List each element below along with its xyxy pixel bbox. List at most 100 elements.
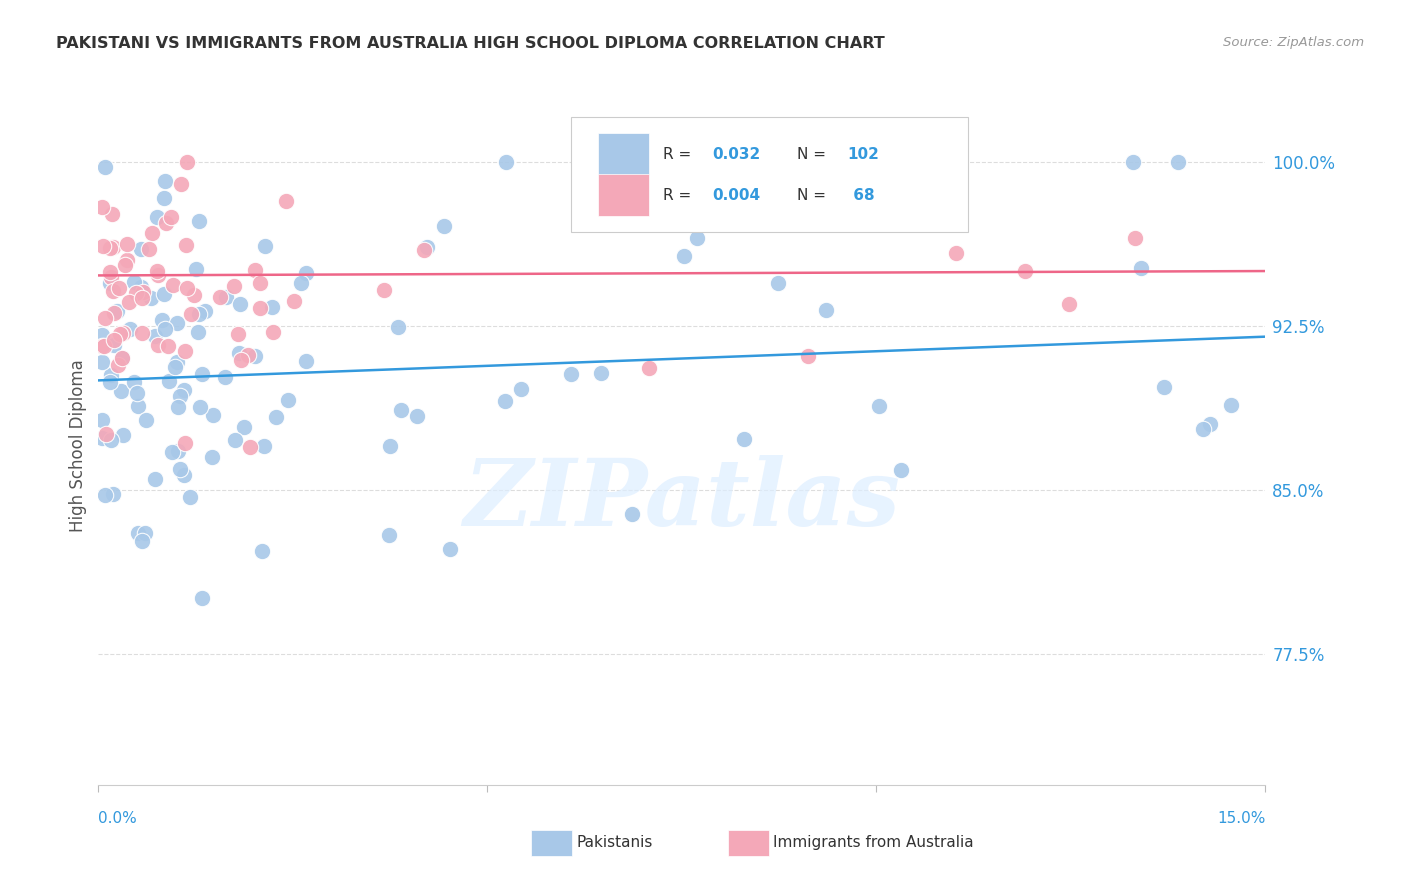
Point [183, 288, 205, 302]
Point [295, 266, 318, 280]
Point [138, 242, 160, 256]
Point [94, 427, 117, 442]
Point [91, 355, 114, 369]
Point [98, 375, 121, 389]
Point [243, 263, 266, 277]
Point [166, 316, 188, 330]
Point [245, 349, 267, 363]
Point [139, 291, 162, 305]
Point [228, 346, 250, 360]
Point [174, 238, 197, 252]
Point [132, 285, 155, 300]
Point [262, 300, 284, 314]
Point [686, 231, 709, 245]
Point [101, 284, 124, 298]
Point [100, 433, 122, 447]
Point [160, 445, 183, 459]
Point [91, 339, 114, 353]
Point [111, 427, 134, 442]
Point [188, 400, 211, 414]
Text: Pakistanis: Pakistanis [576, 836, 652, 850]
Point [224, 433, 246, 447]
Point [863, 211, 886, 226]
Point [1153, 380, 1175, 394]
Point [173, 468, 195, 483]
Text: 0.032: 0.032 [713, 147, 761, 162]
Point [148, 268, 170, 283]
Point [129, 242, 152, 256]
Point [103, 306, 125, 320]
Text: R =: R = [664, 187, 696, 202]
Point [173, 383, 195, 397]
Point [1057, 297, 1080, 311]
Point [191, 591, 214, 606]
Point [117, 252, 139, 267]
Point [111, 351, 134, 365]
Point [416, 240, 439, 254]
Point [169, 462, 191, 476]
Point [103, 333, 125, 347]
Point [93, 488, 115, 502]
Point [433, 219, 456, 233]
Point [157, 339, 180, 353]
Point [683, 179, 706, 194]
Point [167, 400, 190, 414]
Point [378, 439, 401, 453]
Point [155, 216, 177, 230]
Point [1122, 154, 1144, 169]
Text: 15.0%: 15.0% [1218, 811, 1265, 826]
Point [143, 472, 166, 486]
Point [153, 287, 176, 301]
Point [98, 277, 121, 291]
Point [91, 413, 114, 427]
Point [107, 358, 129, 372]
Point [295, 354, 318, 368]
Text: Immigrants from Australia: Immigrants from Australia [773, 836, 974, 850]
Point [1167, 154, 1189, 169]
Point [266, 410, 288, 425]
Point [277, 393, 299, 408]
Point [406, 409, 429, 423]
Point [389, 403, 412, 417]
Point [98, 241, 121, 255]
Text: 102: 102 [848, 147, 880, 162]
Point [118, 322, 141, 336]
Point [194, 303, 217, 318]
Point [184, 262, 207, 277]
Point [153, 174, 176, 188]
Point [146, 211, 169, 225]
Y-axis label: High School Diploma: High School Diploma [69, 359, 87, 533]
Point [91, 431, 114, 445]
Point [387, 320, 409, 334]
Point [100, 368, 122, 382]
Text: N =: N = [797, 187, 831, 202]
Point [1123, 231, 1146, 245]
Text: ZIPatlas: ZIPatlas [464, 455, 900, 545]
Point [166, 355, 188, 369]
Text: 0.004: 0.004 [713, 187, 761, 202]
Point [768, 277, 790, 291]
Point [495, 154, 517, 169]
Point [98, 265, 121, 279]
Text: N =: N = [797, 147, 831, 162]
Point [201, 450, 224, 465]
Point [170, 177, 193, 191]
Point [160, 210, 183, 224]
Point [274, 194, 297, 208]
Point [101, 207, 124, 221]
Point [1198, 417, 1220, 432]
Point [226, 327, 249, 342]
Point [945, 154, 967, 169]
Point [413, 244, 436, 258]
Point [591, 366, 613, 380]
Point [202, 408, 225, 422]
Point [215, 290, 238, 304]
Point [94, 160, 117, 174]
Point [208, 290, 231, 304]
Point [252, 439, 274, 453]
Point [167, 444, 190, 458]
Point [179, 491, 201, 505]
Point [249, 276, 271, 290]
Point [152, 313, 174, 327]
Point [124, 376, 146, 390]
